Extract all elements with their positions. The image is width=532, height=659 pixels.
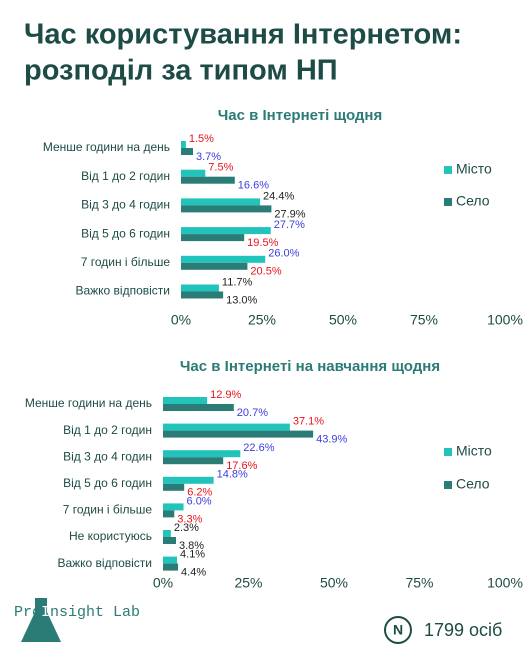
bar <box>163 457 224 465</box>
bar <box>181 198 261 206</box>
logo-part: Pro <box>14 604 41 621</box>
value-label: 1.5% <box>189 133 214 145</box>
value-label: 19.5% <box>247 237 278 249</box>
legend-swatch <box>444 481 452 489</box>
bar <box>163 510 175 518</box>
bar <box>181 227 271 235</box>
value-label: 4.4% <box>181 567 206 579</box>
legend-swatch <box>444 448 452 456</box>
bar <box>181 141 186 148</box>
chart-title: Час в Інтернеті на навчання щодня <box>180 358 440 375</box>
bar <box>163 503 184 511</box>
bar <box>181 284 219 292</box>
bar <box>181 234 245 242</box>
bar <box>163 537 176 544</box>
logo-text: ProInsight Lab <box>14 604 140 621</box>
category-label: 7 годин і більше <box>81 255 171 269</box>
category-label: Від 3 до 4 годин <box>81 198 170 212</box>
value-label: 24.4% <box>263 190 294 202</box>
category-label: Менше години на день <box>25 396 152 410</box>
x-tick-label: 0% <box>153 575 173 591</box>
bar <box>163 404 234 411</box>
page-title: розподіл за типом НП <box>24 55 338 87</box>
value-label: 16.6% <box>238 180 269 192</box>
value-label: 7.5% <box>208 162 233 174</box>
value-label: 22.6% <box>243 442 274 454</box>
legend-label: Місто <box>456 161 492 177</box>
value-label: 20.5% <box>250 266 281 278</box>
x-tick-label: 50% <box>329 312 357 328</box>
value-label: 26.0% <box>268 248 299 260</box>
value-label: 6.0% <box>187 495 212 507</box>
bar <box>181 176 235 184</box>
logo: ProInsight Lab <box>14 598 140 642</box>
value-label: 13.0% <box>226 294 257 306</box>
bar <box>163 476 214 484</box>
bar <box>163 450 241 458</box>
category-label: Не користуюсь <box>69 529 152 543</box>
value-label: 43.9% <box>316 434 347 446</box>
value-label: 6.2% <box>187 487 212 499</box>
bar <box>181 255 266 263</box>
value-label: 3.8% <box>179 540 204 552</box>
bar <box>163 530 171 537</box>
value-label: 37.1% <box>293 416 324 428</box>
x-tick-label: 75% <box>405 575 433 591</box>
value-label: 14.8% <box>217 469 248 481</box>
legend-label: Місто <box>456 443 492 459</box>
legend-label: Село <box>456 193 490 209</box>
x-tick-label: 0% <box>171 312 191 328</box>
category-label: Важко відповісти <box>57 556 152 570</box>
page-title: Час користування Інтернетом: <box>24 19 462 51</box>
x-tick-label: 100% <box>487 312 523 328</box>
value-label: 4.1% <box>180 549 205 561</box>
legend-swatch <box>444 166 452 174</box>
sample-size: 1799 осіб <box>424 620 502 640</box>
bar <box>181 291 224 299</box>
category-label: Від 5 до 6 годин <box>81 226 170 240</box>
bar <box>163 423 290 431</box>
bar <box>181 262 248 270</box>
value-label: 20.7% <box>237 407 268 419</box>
bar <box>163 563 179 571</box>
category-label: Від 3 до 4 годин <box>63 449 152 463</box>
x-tick-label: 25% <box>234 575 262 591</box>
badge: N <box>393 622 403 638</box>
category-label: Менше години на день <box>43 140 170 154</box>
value-label: 17.6% <box>226 460 257 472</box>
x-tick-label: 25% <box>248 312 276 328</box>
x-tick-label: 100% <box>487 575 523 591</box>
x-tick-label: 75% <box>410 312 438 328</box>
value-label: 27.7% <box>274 219 305 231</box>
legend-label: Село <box>456 476 490 492</box>
bar <box>163 397 208 404</box>
chart-title: Час в Інтернеті щодня <box>218 107 383 124</box>
bar <box>163 430 314 438</box>
value-label: 11.7% <box>222 276 253 288</box>
value-label: 27.9% <box>274 208 305 220</box>
category-label: 7 годин і більше <box>63 503 153 517</box>
flask-icon <box>21 598 61 642</box>
category-label: Важко відповісти <box>75 284 170 298</box>
bar <box>181 169 206 177</box>
value-label: 3.3% <box>177 513 202 525</box>
bar <box>163 483 185 491</box>
bar <box>163 556 178 564</box>
badge-circle <box>384 616 412 644</box>
legend-swatch <box>444 198 452 206</box>
logo-part: I <box>41 604 50 621</box>
bar <box>181 205 272 213</box>
bar <box>181 148 193 155</box>
category-label: Від 1 до 2 годин <box>81 169 170 183</box>
x-tick-label: 50% <box>320 575 348 591</box>
value-label: 3.7% <box>196 151 221 163</box>
value-label: 2.3% <box>174 522 199 534</box>
category-label: Від 1 до 2 годин <box>63 423 152 437</box>
logo-part: nsight Lab <box>50 604 140 621</box>
value-label: 12.9% <box>210 389 241 401</box>
category-label: Від 5 до 6 годин <box>63 476 152 490</box>
